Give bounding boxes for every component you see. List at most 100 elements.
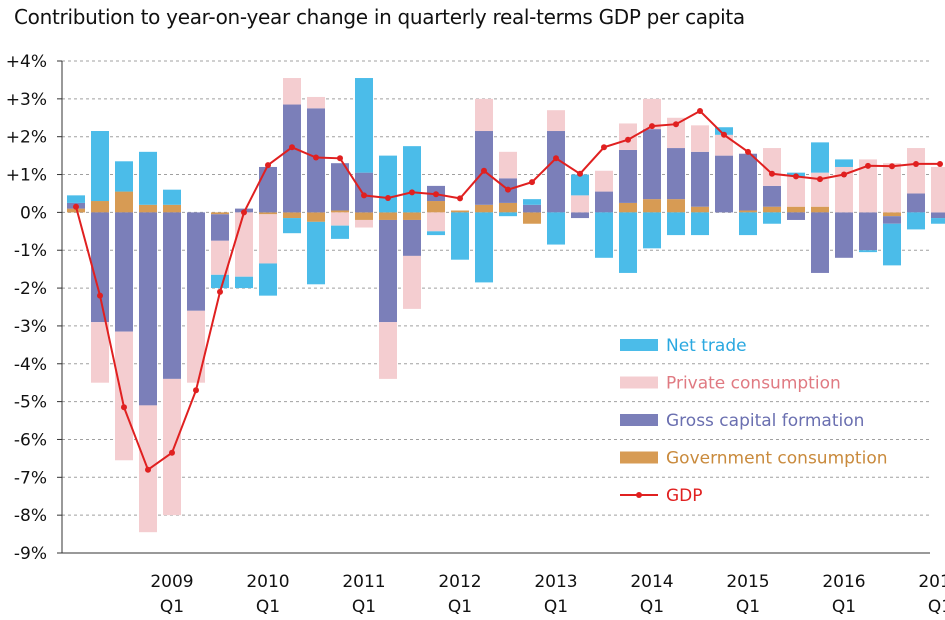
bar-gross-capital-formation	[259, 166, 277, 213]
line-layer	[73, 107, 943, 473]
gdp-point	[745, 148, 751, 155]
bar-net-trade	[835, 159, 853, 167]
bar-layer	[67, 78, 945, 533]
bar-government-consumption	[499, 202, 517, 213]
bar-net-trade	[571, 174, 589, 196]
bar-government-consumption	[427, 201, 445, 213]
bar-private-consumption	[763, 148, 781, 186]
bar-private-consumption	[715, 134, 733, 156]
y-tick-label: +2%	[6, 128, 47, 148]
gdp-point	[241, 209, 247, 216]
gdp-point	[145, 466, 151, 473]
bar-government-consumption	[283, 212, 301, 219]
gdp-point	[121, 404, 127, 411]
bar-government-consumption	[619, 202, 637, 213]
y-tick-label: +1%	[6, 166, 47, 186]
bar-net-trade	[379, 155, 397, 213]
bar-private-consumption	[811, 172, 829, 207]
y-tick-label: -1%	[14, 241, 47, 261]
bar-government-consumption	[643, 199, 661, 213]
bar-gross-capital-formation	[211, 214, 229, 241]
legend-marker-gdp	[636, 492, 642, 498]
x-tick-year: 2013	[534, 572, 577, 592]
bar-net-trade	[883, 223, 901, 266]
bar-government-consumption	[331, 210, 349, 213]
bar-net-trade	[331, 225, 349, 239]
bar-gross-capital-formation	[595, 191, 613, 213]
x-tick-year: 2016	[822, 572, 865, 592]
bar-gross-capital-formation	[523, 204, 541, 213]
x-tick-year: 2014	[630, 572, 673, 592]
y-tick-label: -7%	[14, 468, 47, 488]
bar-government-consumption	[115, 191, 133, 213]
bar-private-consumption	[643, 98, 661, 130]
bar-gross-capital-formation	[115, 212, 133, 332]
bar-net-trade	[763, 212, 781, 224]
bar-net-trade	[499, 212, 517, 217]
bar-private-consumption	[403, 255, 421, 309]
bar-gross-capital-formation	[715, 155, 733, 213]
bar-net-trade	[283, 218, 301, 234]
bar-government-consumption	[475, 204, 493, 213]
bar-net-trade	[859, 250, 877, 253]
gdp-point	[361, 192, 367, 199]
bar-net-trade	[115, 161, 133, 192]
bar-private-consumption	[379, 322, 397, 379]
gdp-point	[865, 162, 871, 169]
gdp-point	[97, 292, 103, 299]
bar-private-consumption	[787, 176, 805, 207]
gdp-point	[913, 160, 919, 167]
bar-government-consumption	[763, 206, 781, 213]
bar-gross-capital-formation	[619, 149, 637, 203]
bar-private-consumption	[571, 195, 589, 213]
gdp-point	[817, 176, 823, 183]
gdp-point	[193, 387, 199, 394]
gdp-point	[433, 191, 439, 198]
legend-label-gdp: GDP	[666, 486, 703, 506]
bar-gross-capital-formation	[379, 219, 397, 323]
x-tick-quarter: Q1	[832, 597, 856, 617]
bar-government-consumption	[451, 210, 469, 213]
legend-swatch-government-consumption	[620, 451, 658, 464]
bar-net-trade	[931, 218, 945, 224]
bar-private-consumption	[691, 125, 709, 152]
gdp-point	[409, 189, 415, 196]
bar-private-consumption	[427, 212, 445, 232]
y-tick-label: -4%	[14, 355, 47, 375]
bar-private-consumption	[355, 219, 373, 228]
gdp-point	[481, 167, 487, 174]
gdp-point	[313, 154, 319, 161]
y-tick-label: -8%	[14, 506, 47, 526]
bar-private-consumption	[499, 151, 517, 179]
bar-gross-capital-formation	[547, 131, 565, 213]
x-tick-quarter: Q1	[928, 597, 945, 617]
bar-net-trade	[595, 212, 613, 258]
bar-net-trade	[907, 212, 925, 230]
bar-government-consumption	[403, 212, 421, 220]
gdp-point	[457, 195, 463, 202]
bar-net-trade	[139, 151, 157, 205]
gdp-point	[649, 123, 655, 130]
x-tick-year: 2010	[246, 572, 289, 592]
bar-net-trade	[547, 212, 565, 245]
bar-net-trade	[691, 212, 709, 236]
bar-private-consumption	[235, 212, 253, 277]
bar-net-trade	[91, 131, 109, 202]
bar-gross-capital-formation	[403, 219, 421, 256]
bar-gross-capital-formation	[859, 212, 877, 251]
bar-government-consumption	[91, 201, 109, 213]
bar-government-consumption	[307, 212, 325, 222]
gdp-point	[505, 186, 511, 193]
y-tick-label: -3%	[14, 317, 47, 337]
grid-layer	[62, 60, 930, 516]
bar-gross-capital-formation	[139, 212, 157, 406]
bar-gross-capital-formation	[571, 212, 589, 219]
x-tick-year: 2017	[918, 572, 945, 592]
gdp-point	[553, 155, 559, 162]
gdp-point	[529, 179, 535, 186]
bar-government-consumption	[259, 212, 277, 215]
bar-gross-capital-formation	[787, 212, 805, 220]
gdp-point	[697, 107, 703, 114]
x-tick-quarter: Q1	[256, 597, 280, 617]
